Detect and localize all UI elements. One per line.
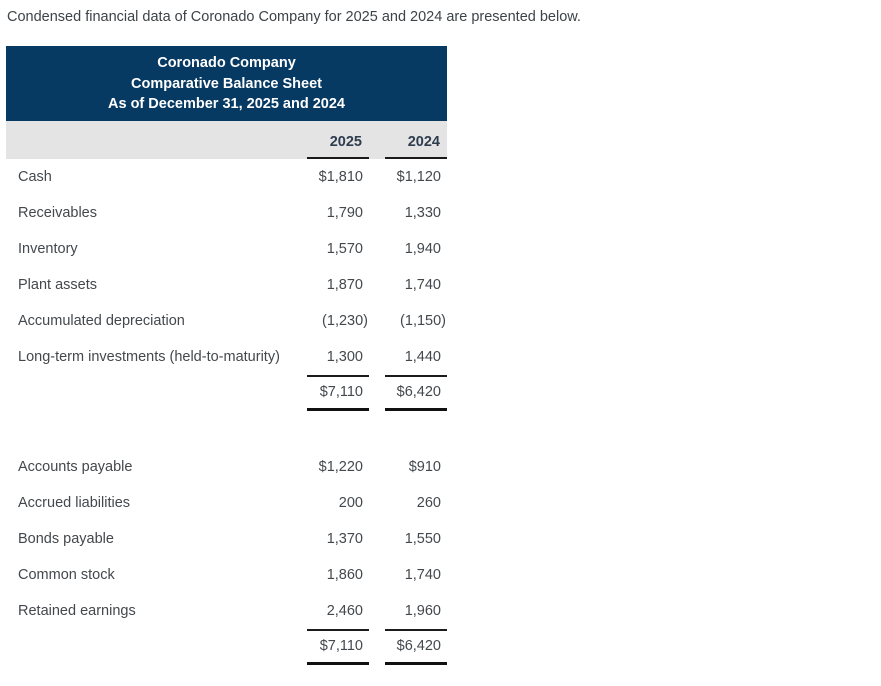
- row-label: Inventory: [18, 240, 78, 257]
- table-row: Common stock 1,860 1,740: [6, 557, 447, 593]
- table-title-block: Coronado Company Comparative Balance She…: [6, 46, 447, 121]
- column-header-row: 2025 2024: [6, 120, 447, 159]
- row-label: Accrued liabilities: [18, 494, 131, 511]
- table-row: Bonds payable 1,370 1,550: [6, 521, 447, 557]
- statement-date: As of December 31, 2025 and 2024: [108, 96, 345, 112]
- row-value-2025: $1,810: [318, 168, 363, 185]
- row-value-2025: 1,570: [326, 240, 363, 257]
- total-value-2025: $7,110: [307, 628, 369, 665]
- row-value-2024: 1,960: [404, 602, 441, 619]
- row-label: Cash: [18, 168, 52, 185]
- row-label: Accumulated depreciation: [18, 312, 185, 329]
- row-value-2025: (1,230): [322, 312, 368, 329]
- table-row: Accumulated depreciation (1,230) (1,150): [6, 303, 447, 339]
- row-label: Common stock: [18, 566, 115, 583]
- row-label: Accounts payable: [18, 458, 133, 475]
- total-value-2024: $6,420: [385, 628, 447, 665]
- comparative-balance-sheet-table: Coronado Company Comparative Balance She…: [6, 46, 447, 665]
- row-value-2024: 1,740: [404, 276, 441, 293]
- row-value-2025: 1,300: [326, 348, 363, 365]
- row-value-2024: $1,120: [396, 168, 441, 185]
- total-value-2024: $6,420: [385, 374, 447, 411]
- row-value-2025: 1,370: [326, 530, 363, 547]
- column-header-2024: 2024: [385, 121, 447, 159]
- row-label: Retained earnings: [18, 602, 136, 619]
- row-value-2024: 1,330: [404, 204, 441, 221]
- table-row: Receivables 1,790 1,330: [6, 195, 447, 231]
- table-row: Accrued liabilities 200 260: [6, 485, 447, 521]
- company-name: Coronado Company: [157, 55, 296, 71]
- row-value-2024: 260: [416, 494, 441, 511]
- row-value-2025: 1,790: [326, 204, 363, 221]
- table-row: Inventory 1,570 1,940: [6, 231, 447, 267]
- row-label: Bonds payable: [18, 530, 114, 547]
- assets-section: Cash $1,810 $1,120 Receivables 1,790 1,3…: [6, 159, 447, 411]
- row-value-2025: 200: [338, 494, 363, 511]
- table-row: Retained earnings 2,460 1,960: [6, 593, 447, 629]
- table-row: Cash $1,810 $1,120: [6, 159, 447, 195]
- row-value-2024: 1,940: [404, 240, 441, 257]
- column-header-2025: 2025: [307, 121, 369, 159]
- row-value-2024: 1,550: [404, 530, 441, 547]
- statement-name: Comparative Balance Sheet: [131, 75, 322, 92]
- row-value-2025: 1,860: [326, 566, 363, 583]
- row-label: Long-term investments (held-to-maturity): [18, 348, 280, 365]
- total-value-2025: $7,110: [307, 374, 369, 411]
- liabilities-equity-total-row: $7,110 $6,420: [6, 628, 447, 665]
- row-value-2024: $910: [408, 458, 441, 475]
- row-value-2024: (1,150): [400, 312, 446, 329]
- table-row: Accounts payable $1,220 $910: [6, 449, 447, 485]
- row-value-2025: 2,460: [326, 602, 363, 619]
- row-label: Receivables: [18, 204, 97, 221]
- assets-total-row: $7,110 $6,420: [6, 374, 447, 411]
- row-value-2024: 1,440: [404, 348, 441, 365]
- intro-text: Condensed financial data of Coronado Com…: [7, 9, 581, 25]
- row-value-2025: $1,220: [318, 458, 363, 475]
- row-value-2024: 1,740: [404, 566, 441, 583]
- table-row: Plant assets 1,870 1,740: [6, 267, 447, 303]
- table-row: Long-term investments (held-to-maturity)…: [6, 339, 447, 375]
- row-value-2025: 1,870: [326, 276, 363, 293]
- row-label: Plant assets: [18, 276, 97, 293]
- liabilities-equity-section: Accounts payable $1,220 $910 Accrued lia…: [6, 449, 447, 665]
